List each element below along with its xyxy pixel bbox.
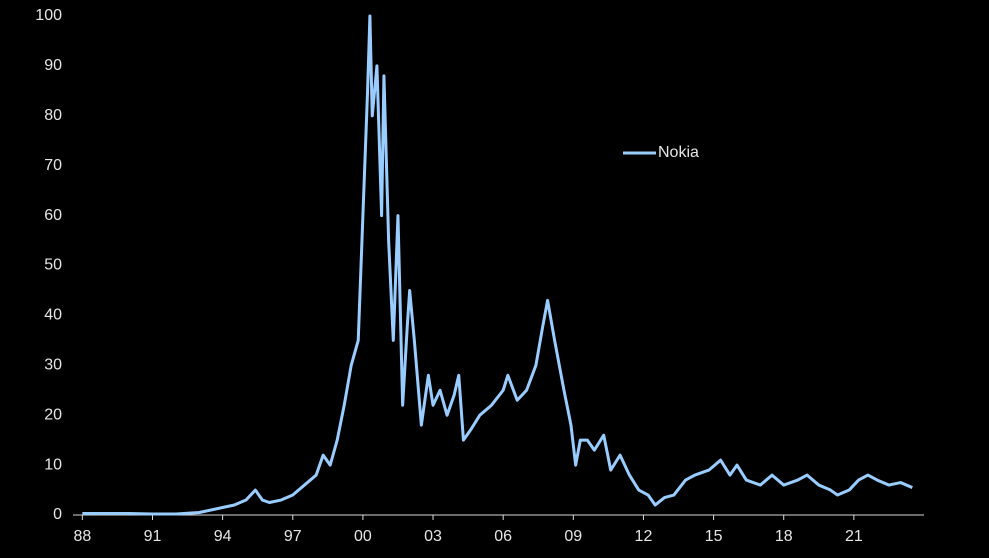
y-tick-label: 60: [44, 207, 62, 224]
legend-label: Nokia: [658, 144, 699, 161]
x-tick-label: 94: [214, 528, 232, 545]
x-tick-label: 09: [564, 528, 582, 545]
x-tick-label: 21: [845, 528, 863, 545]
y-tick-label: 10: [44, 456, 62, 473]
y-tick-label: 50: [44, 257, 62, 274]
y-tick-label: 100: [35, 7, 62, 24]
y-tick-label: 40: [44, 307, 62, 324]
x-tick-label: 03: [424, 528, 442, 545]
x-tick-label: 91: [144, 528, 162, 545]
y-tick-label: 80: [44, 107, 62, 124]
x-tick-label: 12: [635, 528, 653, 545]
x-tick-label: 18: [775, 528, 793, 545]
y-tick-label: 20: [44, 406, 62, 423]
x-tick-label: 00: [354, 528, 372, 545]
x-tick-label: 15: [705, 528, 723, 545]
x-tick-label: 88: [73, 528, 91, 545]
line: [82, 14, 913, 516]
y-tick-label: 90: [44, 57, 62, 74]
y-tick-label: 30: [44, 357, 62, 374]
y-tick-label: 70: [44, 157, 62, 174]
y-tick-label: 0: [53, 506, 62, 523]
x-tick-label: 97: [284, 528, 302, 545]
x-tick-label: 06: [494, 528, 512, 545]
